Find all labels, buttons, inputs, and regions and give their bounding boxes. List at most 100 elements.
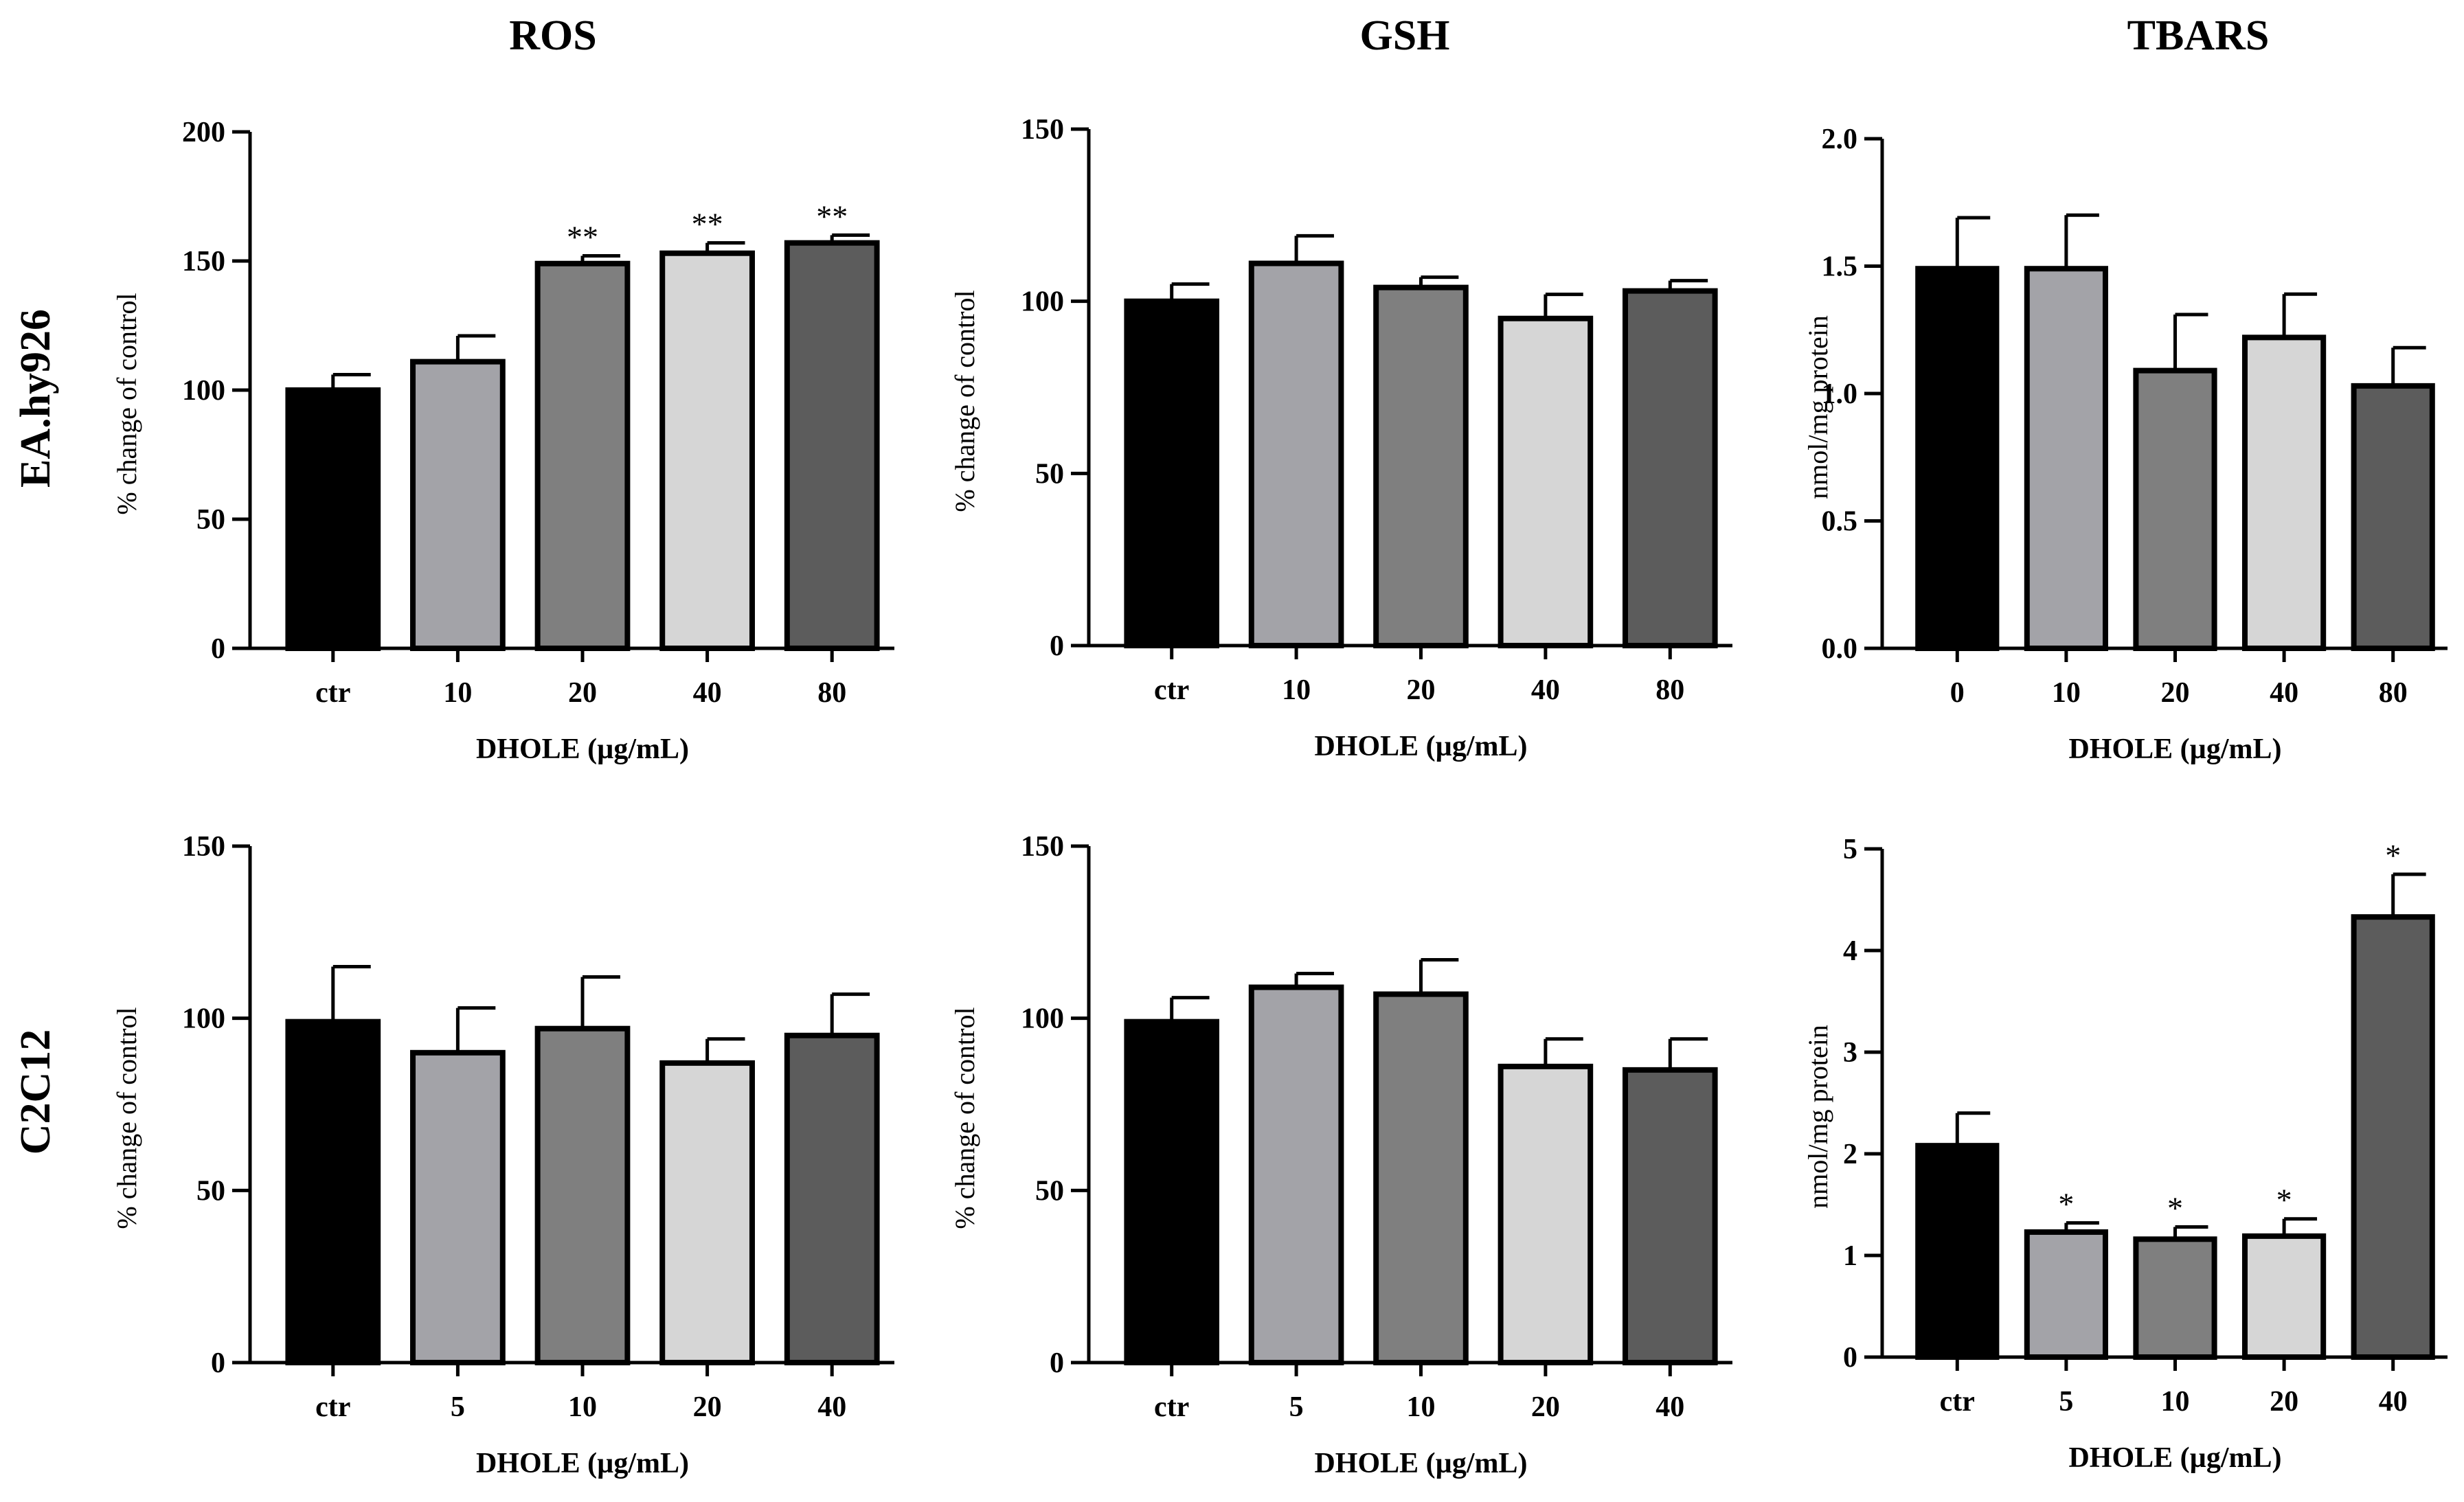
bar [2133,1236,2217,1360]
x-tick-label: 10 [2161,1386,2190,1418]
significance-label: ** [816,198,848,234]
y-axis-title: % change of control [949,290,980,512]
bar [2133,367,2217,651]
x-tick-label: 80 [817,677,846,709]
bar [285,1019,381,1366]
x-tick-label: ctr [315,677,350,709]
y-tick-label: 3 [1843,1037,1857,1069]
bar [2242,1233,2327,1360]
significance-label: ** [692,207,723,242]
x-tick-label: 10 [2052,677,2081,709]
y-tick-label: 0 [1050,1347,1064,1379]
x-axis-title: DHOLE (µg/mL) [2068,1442,2281,1474]
y-tick-label: 50 [196,504,225,536]
bar [2351,914,2435,1361]
bar [2242,334,2327,651]
bar [2024,266,2108,651]
bar [534,260,631,651]
x-tick-label: 20 [568,677,597,709]
bar [410,359,506,651]
y-tick-label: 0 [1843,1342,1857,1374]
panel-eahy926-tbars: 0.0 0.5 1.0 1.5 2.0 nmol/mg protein 0 10 20 40 80 D… [1802,124,2448,765]
x-tick-label: ctr [1940,1386,1975,1418]
x-tick-label: 10 [443,677,472,709]
bar [534,1025,631,1365]
y-tick-label: 200 [182,117,225,148]
x-tick-label: 40 [2379,1386,2408,1418]
bar [1497,1063,1594,1366]
x-tick-label: ctr [315,1391,350,1423]
y-tick-label: 0 [211,633,225,665]
row-label-c2c12: C2C12 [12,1029,59,1155]
panel-eahy926-gsh: 0 50 100 150 % change of control ctr 10 20 40 80 D… [949,114,1732,762]
bar [1373,284,1469,648]
y-tick-label: 50 [196,1175,225,1207]
x-axis-title: DHOLE (µg/mL) [1314,1448,1527,1479]
y-tick-label: 1.5 [1822,251,1858,283]
y-tick-label: 0.0 [1822,633,1858,665]
panel-c2c12-gsh: 0 50 100 150 % change of control ctr 5 10 20 40 DH… [949,831,1732,1479]
x-tick-label: ctr [1154,674,1189,706]
significance-label: * [2276,1183,2292,1218]
x-tick-label: 80 [2379,677,2408,709]
significance-label: * [2058,1187,2074,1222]
bar [659,1060,755,1365]
x-tick-label: 20 [1531,1391,1560,1423]
panel-c2c12-tbars: 0 1 2 3 4 5 nmol/mg protein ctr 5 * 10 * 20 * 40 * DHOLE… [1802,834,2448,1474]
bar [1248,260,1344,648]
y-tick-label: 2.0 [1822,124,1858,155]
y-axis-title: nmol/mg protein [1802,1025,1833,1209]
bar [1248,984,1344,1365]
x-tick-label: 10 [1282,674,1311,706]
x-tick-label: 5 [1289,1391,1304,1423]
y-tick-label: 0.5 [1822,506,1858,538]
x-tick-label: 80 [1655,674,1684,706]
x-tick-label: 40 [1531,674,1560,706]
bar [1497,315,1594,648]
bar [410,1049,506,1366]
bar [1915,1143,2000,1361]
bar [2351,383,2435,651]
row-label-eahy926: EA.hy926 [12,309,59,488]
x-tick-label: 5 [2059,1386,2073,1418]
y-tick-label: 100 [1021,1003,1064,1035]
y-tick-label: 100 [182,1003,225,1035]
x-tick-label: ctr [1154,1391,1189,1423]
x-tick-label: 40 [817,1391,846,1423]
y-tick-label: 4 [1843,935,1857,967]
y-tick-label: 0 [1050,630,1064,662]
bar [2024,1229,2108,1360]
x-tick-label: 20 [2161,677,2190,709]
x-tick-label: 0 [1950,677,1965,709]
x-tick-label: 40 [1655,1391,1684,1423]
significance-label: * [2167,1191,2183,1226]
significance-label: * [2385,838,2401,873]
y-tick-label: 1 [1843,1240,1857,1272]
x-tick-label: 40 [2270,677,2298,709]
bar [784,1032,880,1365]
x-tick-label: 40 [693,677,722,709]
bar [285,387,381,651]
column-title-tbars: TBARS [2127,12,2270,59]
x-tick-label: 5 [451,1391,465,1423]
y-tick-label: 100 [1021,286,1064,318]
y-axis-title: % change of control [111,293,142,514]
bar [784,240,880,651]
x-tick-label: 10 [1407,1391,1436,1423]
y-tick-label: 100 [182,375,225,407]
bar [659,250,755,652]
x-axis-title: DHOLE (µg/mL) [1314,731,1527,762]
y-axis-title: nmol/mg protein [1802,315,1833,499]
y-axis-title: % change of control [111,1007,142,1229]
y-axis-title: % change of control [949,1007,980,1229]
bar [1915,266,2000,651]
column-title-ros: ROS [509,12,596,59]
y-tick-label: 150 [1021,114,1064,146]
x-tick-label: 10 [568,1391,597,1423]
bar [1622,288,1718,649]
bar [1124,298,1220,648]
y-tick-label: 50 [1035,458,1064,490]
x-axis-title: DHOLE (µg/mL) [2068,733,2281,765]
x-axis-title: DHOLE (µg/mL) [476,1448,689,1479]
